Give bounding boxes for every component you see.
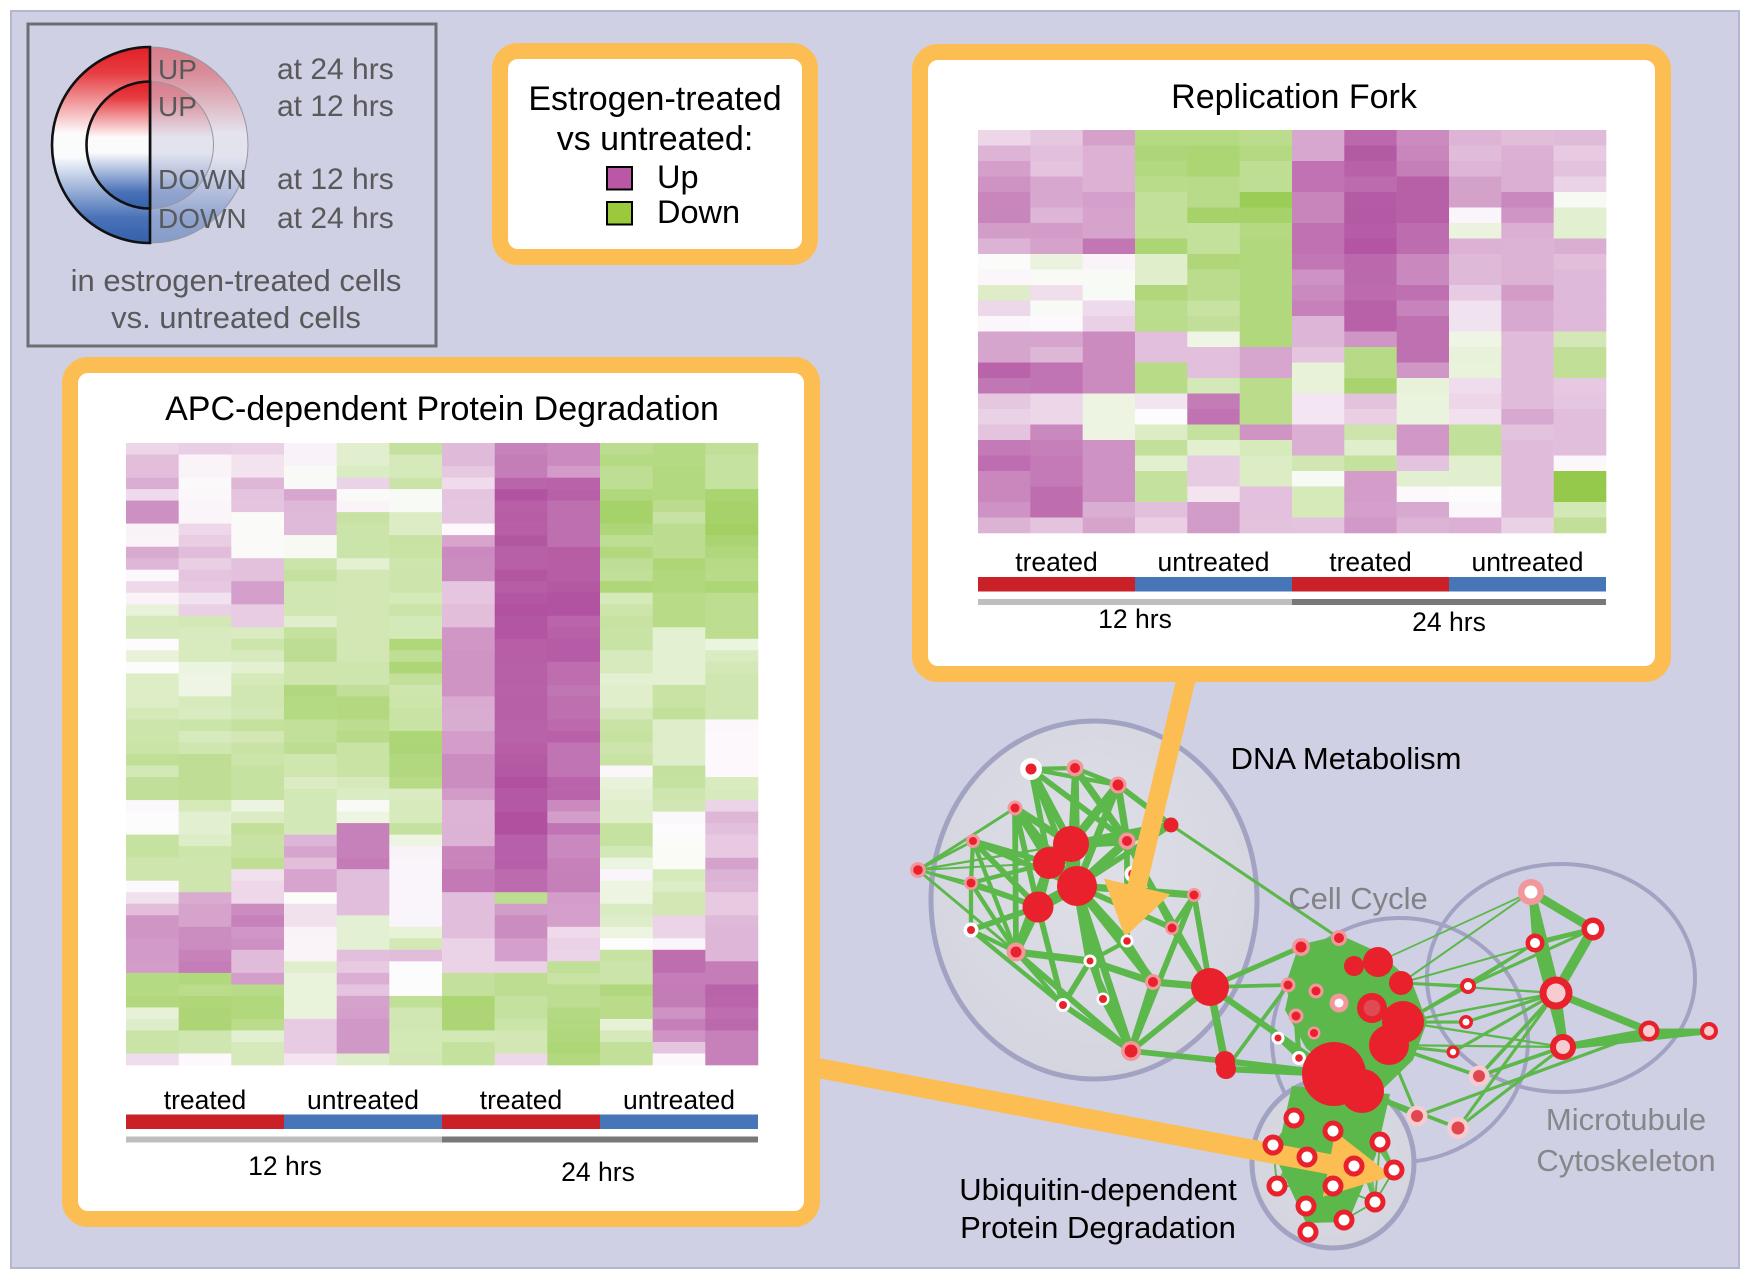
svg-text:Cytoskeleton: Cytoskeleton: [1536, 1143, 1715, 1178]
svg-text:at 24 hrs: at 24 hrs: [277, 202, 394, 235]
svg-text:Ubiquitin-dependent: Ubiquitin-dependent: [959, 1172, 1237, 1207]
svg-text:treated: treated: [1329, 547, 1412, 577]
svg-text:24 hrs: 24 hrs: [561, 1157, 635, 1187]
svg-text:UP: UP: [158, 91, 197, 122]
svg-text:Estrogen-treated: Estrogen-treated: [528, 80, 781, 118]
svg-text:12 hrs: 12 hrs: [248, 1151, 322, 1181]
svg-text:Protein Degradation: Protein Degradation: [960, 1210, 1236, 1245]
svg-text:untreated: untreated: [623, 1085, 735, 1115]
svg-text:in estrogen-treated cells: in estrogen-treated cells: [71, 263, 402, 298]
svg-text:treated: treated: [1015, 547, 1098, 577]
svg-text:treated: treated: [164, 1085, 247, 1115]
svg-text:APC-dependent Protein Degradat: APC-dependent Protein Degradation: [165, 390, 719, 428]
svg-text:DOWN: DOWN: [158, 203, 247, 234]
svg-text:untreated: untreated: [1158, 547, 1270, 577]
svg-text:Up: Up: [657, 159, 699, 195]
svg-text:untreated: untreated: [1472, 547, 1584, 577]
svg-text:Cell Cycle: Cell Cycle: [1288, 881, 1428, 916]
svg-text:DOWN: DOWN: [158, 164, 247, 195]
svg-text:24 hrs: 24 hrs: [1412, 607, 1486, 637]
svg-text:vs untreated:: vs untreated:: [557, 120, 754, 158]
svg-text:DNA Metabolism: DNA Metabolism: [1231, 741, 1462, 776]
svg-text:12 hrs: 12 hrs: [1098, 604, 1172, 634]
svg-text:at 24 hrs: at 24 hrs: [277, 53, 394, 86]
svg-text:vs. untreated cells: vs. untreated cells: [111, 300, 361, 335]
svg-text:at 12 hrs: at 12 hrs: [277, 163, 394, 196]
svg-text:untreated: untreated: [307, 1085, 419, 1115]
svg-text:UP: UP: [158, 54, 197, 85]
svg-text:Replication Fork: Replication Fork: [1171, 78, 1418, 116]
svg-text:treated: treated: [480, 1085, 563, 1115]
svg-text:Down: Down: [657, 194, 740, 230]
svg-text:at 12 hrs: at 12 hrs: [277, 90, 394, 123]
svg-text:Microtubule: Microtubule: [1546, 1102, 1706, 1137]
